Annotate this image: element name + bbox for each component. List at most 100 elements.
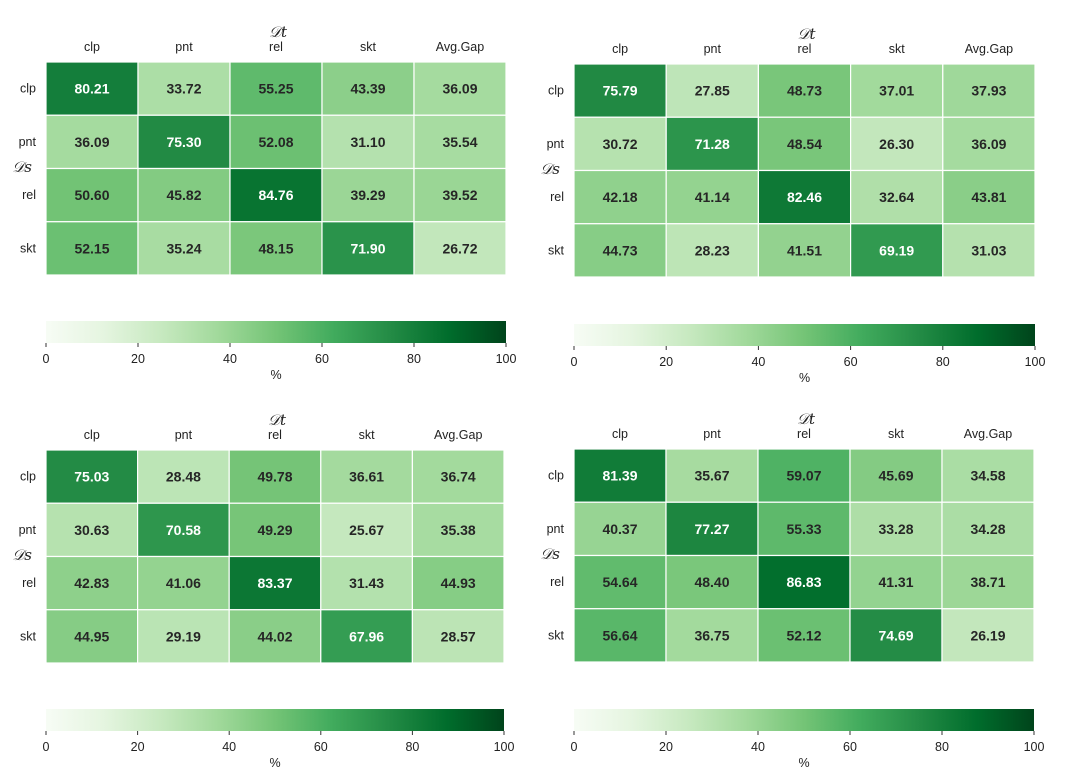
row-tick-label: skt <box>20 629 37 643</box>
cell-value-label: 56.64 <box>602 627 637 643</box>
row-tick-label: pnt <box>547 522 565 536</box>
cell-value-label: 49.29 <box>257 522 292 538</box>
heatmap-panel-2: 75.79 27.85 48.73 37.01 37.93 30.72 71.28 48.54… <box>540 25 1045 385</box>
cell-value-label: 86.83 <box>786 574 821 590</box>
row-tick-label: pnt <box>19 135 37 149</box>
colorbar-tick-label: 0 <box>43 740 50 754</box>
heatmap-cell <box>573 116 667 172</box>
heatmap-cell <box>665 116 760 172</box>
cell-value-label: 83.37 <box>257 575 292 591</box>
cell-value-label: 71.28 <box>695 136 730 152</box>
column-tick-label: pnt <box>175 40 193 54</box>
cell-value-label: 44.73 <box>603 242 638 258</box>
cell-value-label: 75.79 <box>603 83 638 99</box>
heatmap-cell <box>941 608 1035 663</box>
cell-value-label: 81.39 <box>602 468 637 484</box>
cell-value-label: 41.06 <box>166 575 201 591</box>
cell-value-label: 39.52 <box>442 187 477 203</box>
cell-value-label: 70.58 <box>166 522 201 538</box>
heatmap-cell <box>229 221 323 276</box>
cell-value-label: 49.78 <box>257 469 292 485</box>
y-axis-title: 𝒟s <box>540 545 560 563</box>
colorbar-tick-label: 20 <box>131 740 145 754</box>
heatmap-cell <box>942 63 1036 118</box>
colorbar-label: % <box>269 756 280 770</box>
colorbar-tick-label: 0 <box>43 352 50 366</box>
row-tick-label: clp <box>20 470 36 484</box>
colorbar-tick-label: 60 <box>314 740 328 754</box>
heatmap-cell <box>137 449 230 504</box>
cell-value-label: 35.24 <box>166 240 201 256</box>
cell-value-label: 36.09 <box>442 81 477 97</box>
cell-value-label: 36.74 <box>441 469 476 485</box>
cell-value-label: 41.14 <box>695 189 730 205</box>
heatmap-cell <box>573 501 667 557</box>
column-tick-label: skt <box>359 428 376 442</box>
colorbar-tick-label: 20 <box>659 740 673 754</box>
colorbar-tick-label: 40 <box>751 740 765 754</box>
y-axis-title: 𝒟s <box>12 158 32 176</box>
heatmap-cell <box>320 609 413 664</box>
column-tick-label: clp <box>84 428 100 442</box>
cell-value-label: 35.54 <box>442 134 477 150</box>
cell-value-label: 44.02 <box>257 628 292 644</box>
cell-value-label: 32.64 <box>879 189 914 205</box>
cell-value-label: 30.72 <box>603 136 638 152</box>
cell-value-label: 55.25 <box>258 81 293 97</box>
heatmap-cell <box>849 501 943 557</box>
colorbar-label: % <box>270 368 281 382</box>
cell-value-label: 36.09 <box>971 136 1006 152</box>
colorbar-tick-label: 0 <box>571 355 578 369</box>
heatmap-cell <box>321 167 415 223</box>
cell-value-label: 30.63 <box>74 522 109 538</box>
colorbar-tick-label: 80 <box>405 740 419 754</box>
colorbar-tick-label: 100 <box>1024 740 1045 754</box>
cell-value-label: 52.08 <box>258 134 293 150</box>
x-axis-title: 𝒟t <box>268 411 287 429</box>
heatmap-cell <box>45 61 139 116</box>
cell-value-label: 45.69 <box>878 468 913 484</box>
heatmap-cell <box>45 114 139 170</box>
heatmap-cell <box>757 501 851 557</box>
colorbar-tick-label: 40 <box>222 740 236 754</box>
heatmap-cell <box>573 223 667 278</box>
cell-value-label: 45.82 <box>166 187 201 203</box>
heatmap-cell <box>137 61 231 116</box>
column-tick-label: Avg.Gap <box>434 428 482 442</box>
column-tick-label: rel <box>797 427 811 441</box>
cell-value-label: 54.64 <box>602 574 637 590</box>
heatmap-cell <box>757 448 851 503</box>
cell-value-label: 31.03 <box>971 242 1006 258</box>
colorbar-tick-label: 60 <box>843 740 857 754</box>
cell-value-label: 26.19 <box>970 627 1005 643</box>
colorbar-tick-label: 80 <box>935 740 949 754</box>
row-tick-label: rel <box>22 576 36 590</box>
colorbar-tick-label: 100 <box>496 352 517 366</box>
cell-value-label: 36.61 <box>349 469 384 485</box>
colorbar-tick-label: 100 <box>494 740 515 754</box>
cell-value-label: 55.33 <box>786 521 821 537</box>
heatmap-cell <box>228 502 322 558</box>
heatmap-cell <box>665 223 760 278</box>
colorbar-tick-label: 80 <box>407 352 421 366</box>
heatmap-cell <box>941 501 1035 557</box>
column-tick-label: Avg.Gap <box>436 40 484 54</box>
colorbar-tick-label: 80 <box>936 355 950 369</box>
heatmap-cell <box>849 608 943 663</box>
colorbar-tick-label: 100 <box>1025 355 1046 369</box>
cell-value-label: 74.69 <box>878 627 913 643</box>
cell-value-label: 71.90 <box>350 240 385 256</box>
heatmap-panel-4: 81.39 35.67 59.07 45.69 34.58 40.37 77.27 55.33… <box>540 410 1044 770</box>
cell-value-label: 41.31 <box>878 574 913 590</box>
cell-value-label: 52.15 <box>74 240 109 256</box>
cell-value-label: 44.93 <box>441 575 476 591</box>
cell-value-label: 42.83 <box>74 575 109 591</box>
heatmap-cell <box>665 608 759 663</box>
row-tick-label: clp <box>20 82 36 96</box>
cell-value-label: 36.75 <box>694 627 729 643</box>
heatmap-cell <box>665 554 759 610</box>
column-tick-label: rel <box>268 428 282 442</box>
column-tick-label: skt <box>889 42 906 56</box>
cell-value-label: 34.28 <box>970 521 1005 537</box>
cell-value-label: 82.46 <box>787 189 822 205</box>
